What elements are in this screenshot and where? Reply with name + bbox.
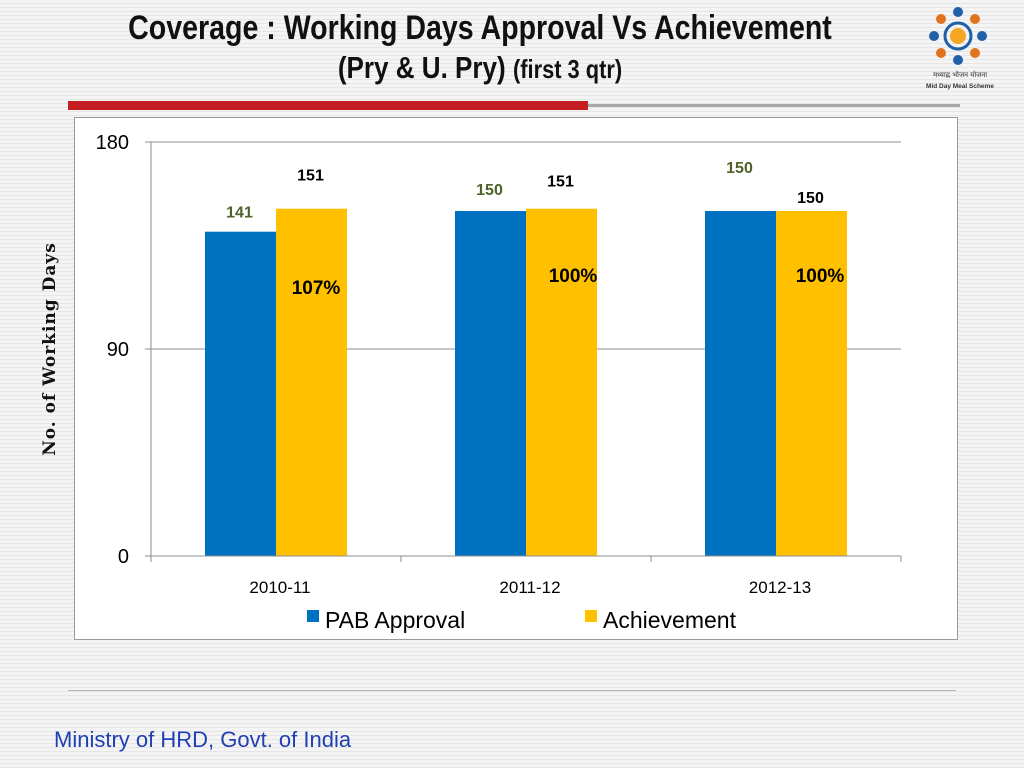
slide-title: Coverage : Working Days Approval Vs Achi… <box>110 8 849 89</box>
legend-swatch-pab-approval <box>307 610 319 622</box>
title-line-2-main: (Pry & U. Pry) <box>337 50 506 85</box>
bar-achievement-2012-13 <box>776 211 847 556</box>
title-underline-red <box>68 101 588 110</box>
legend-label-achievement: Achievement <box>603 607 737 633</box>
title-line-2: (Pry & U. Pry) (first 3 qtr) <box>110 48 849 89</box>
mid-day-meal-scheme-logo: मध्याह्न भोजन योजना Mid Day Meal Scheme <box>920 2 1000 98</box>
x-category-label: 2011-12 <box>499 578 560 597</box>
data-label: 150 <box>476 182 503 199</box>
percent-annotation: 100% <box>796 266 845 287</box>
data-label: 141 <box>226 205 253 222</box>
footer-divider <box>68 690 956 691</box>
logo-caption-hindi: मध्याह्न भोजन योजना <box>933 70 987 79</box>
x-category-label: 2012-13 <box>749 578 811 597</box>
footer-text: Ministry of HRD, Govt. of India <box>54 727 352 752</box>
bar-chart: 0 90 180 141 151 107% 2010-11 150 151 100% 2011-12… <box>96 132 902 633</box>
logo-graphic: मध्याह्न भोजन योजना Mid Day Meal Scheme <box>926 7 994 90</box>
legend-label-pab-approval: PAB Approval <box>325 607 465 633</box>
data-label: 150 <box>797 190 824 207</box>
bar-achievement-2011-12 <box>526 208 597 556</box>
bar-pab-approval-2012-13 <box>705 211 776 556</box>
y-axis-label: No. of Working Days <box>40 242 60 456</box>
percent-annotation: 107% <box>292 278 341 299</box>
logo-caption-english: Mid Day Meal Scheme <box>926 83 994 90</box>
title-line-1: Coverage : Working Days Approval Vs Achi… <box>128 9 832 47</box>
title-underline-gray <box>588 104 960 107</box>
data-label: 151 <box>297 168 324 185</box>
data-label: 150 <box>726 160 753 177</box>
bar-achievement-2010-11 <box>276 208 347 556</box>
chart-area: 0 90 180 141 151 107% 2010-11 150 151 100% 2011-12… <box>74 117 958 640</box>
x-category-label: 2010-11 <box>249 578 310 597</box>
percent-annotation: 100% <box>549 266 598 287</box>
y-tick-label: 180 <box>96 132 129 154</box>
bar-pab-approval-2011-12 <box>455 211 526 556</box>
legend-swatch-achievement <box>585 610 597 622</box>
bar-pab-approval-2010-11 <box>205 231 276 556</box>
y-tick-label: 0 <box>118 546 129 568</box>
y-tick-label: 90 <box>107 339 129 361</box>
data-label: 151 <box>547 174 574 191</box>
title-line-2-small: (first 3 qtr) <box>512 54 623 84</box>
